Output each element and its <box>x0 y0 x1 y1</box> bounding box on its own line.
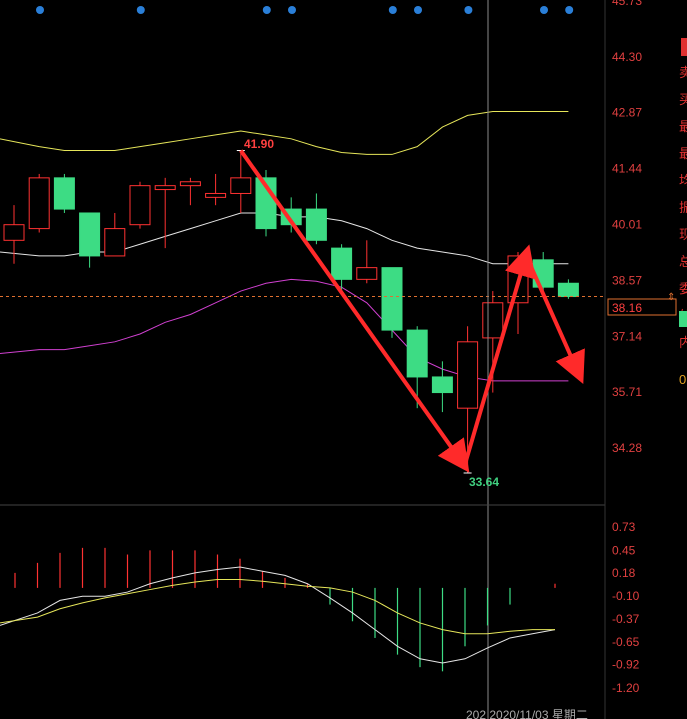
signal-dot-icon <box>288 6 296 14</box>
candle-body <box>28 177 50 230</box>
side-info-char: 均 <box>679 173 687 188</box>
signal-dot-icon <box>414 6 422 14</box>
side-info-char: 振 <box>679 200 687 215</box>
side-info-char: 最 <box>679 119 687 134</box>
side-info-char: 内 <box>679 335 687 350</box>
candle-body <box>482 302 504 339</box>
signal-dots <box>36 6 574 14</box>
price-axis: 45.73 44.30 42.87 41.44 40.01 38.57 37.14 35.71… <box>612 0 642 455</box>
candle <box>79 212 101 268</box>
high-price-label: 41.90 <box>244 137 274 151</box>
candle <box>431 361 453 413</box>
current-price-marker-icon: ⇕ <box>667 292 675 303</box>
price-tick-label: 38.57 <box>612 274 642 288</box>
price-tick-label: 42.87 <box>612 106 642 120</box>
candle <box>154 177 176 249</box>
macd-tick-label: -0.10 <box>612 589 640 603</box>
macd-tick-label: -0.65 <box>612 635 640 649</box>
macd-dea-line <box>0 579 555 635</box>
candle-body <box>205 192 227 198</box>
candle-body <box>79 212 101 257</box>
candle <box>381 267 403 338</box>
candle <box>406 326 428 409</box>
macd-tick-label: -0.92 <box>612 658 640 672</box>
side-info-char: 最 <box>679 146 687 161</box>
signal-dot-icon <box>36 6 44 14</box>
candle-body <box>356 267 378 280</box>
macd-tick-label: 0.18 <box>612 566 636 580</box>
low-price-label: 33.64 <box>469 475 499 489</box>
side-info-panel: 卖买最最均振现总委外内 <box>679 65 687 350</box>
signal-dot-icon <box>388 6 397 14</box>
signal-dot-icon <box>136 6 145 14</box>
candle-body <box>457 341 479 409</box>
trend-arrows <box>239 149 585 473</box>
price-tick-label: 40.01 <box>612 217 642 231</box>
macd-panel <box>0 547 556 672</box>
price-tick-label: 44.30 <box>612 50 642 64</box>
macd-tick-label: -1.20 <box>612 681 640 695</box>
signal-dot-icon <box>464 6 473 14</box>
candle-body <box>230 177 252 194</box>
side-info-char: 总 <box>679 254 687 269</box>
arrow-down-icon <box>239 149 470 473</box>
price-tick-label: 45.73 <box>612 0 642 8</box>
candle-body <box>129 185 151 226</box>
candle-body <box>305 208 327 241</box>
candle <box>179 177 201 206</box>
candle <box>305 193 327 245</box>
candle <box>104 212 126 257</box>
signal-dot-icon <box>262 6 271 14</box>
candle <box>557 279 579 299</box>
macd-tick-label: -0.37 <box>612 612 640 626</box>
side-info-char: 现 <box>679 227 687 242</box>
candle <box>53 173 75 213</box>
candle <box>129 181 151 229</box>
side-value: 0 <box>679 372 686 387</box>
current-price-box <box>607 298 677 316</box>
upper-band-line <box>0 110 569 155</box>
candle-body <box>331 247 353 280</box>
candle-body <box>381 267 403 331</box>
candle-body <box>154 185 176 191</box>
candle-body <box>406 329 428 378</box>
price-tick-label: 34.28 <box>612 441 642 455</box>
side-green-badge <box>679 311 687 327</box>
price-tick-label: 41.44 <box>612 161 642 175</box>
current-price-label: 38.16 <box>612 301 642 315</box>
candle <box>3 205 25 264</box>
candle-body <box>179 181 201 187</box>
side-info-char: 卖 <box>679 65 687 80</box>
candle <box>28 173 50 233</box>
arrow-up-icon <box>463 244 536 464</box>
side-red-badge <box>681 38 687 56</box>
date-label: 202 2020/11/03 星期二 <box>466 708 588 719</box>
candle-body <box>557 282 579 298</box>
macd-tick-label: 0.45 <box>612 543 636 557</box>
candle <box>255 170 277 237</box>
side-info-char: 委 <box>679 281 687 296</box>
candle <box>205 173 227 206</box>
candle-body <box>53 177 75 210</box>
signal-dot-icon <box>565 6 574 14</box>
signal-dot-icon <box>540 6 548 14</box>
macd-tick-label: 0.73 <box>612 520 636 534</box>
candle <box>356 240 378 284</box>
price-tick-label: 37.14 <box>612 329 642 343</box>
candle-body <box>3 224 25 241</box>
side-info-char: 买 <box>679 92 687 107</box>
candle <box>331 244 353 292</box>
candle-body <box>104 228 126 257</box>
macd-axis: 0.73 0.45 0.18 -0.10 -0.37 -0.65 -0.92 -1.20 <box>612 520 640 695</box>
arrow-down-icon <box>526 259 585 385</box>
macd-dif-line <box>0 566 556 664</box>
candle-body <box>431 376 453 394</box>
candlesticks[interactable] <box>3 150 579 474</box>
price-tick-label: 35.71 <box>612 385 642 399</box>
candle <box>230 150 252 213</box>
